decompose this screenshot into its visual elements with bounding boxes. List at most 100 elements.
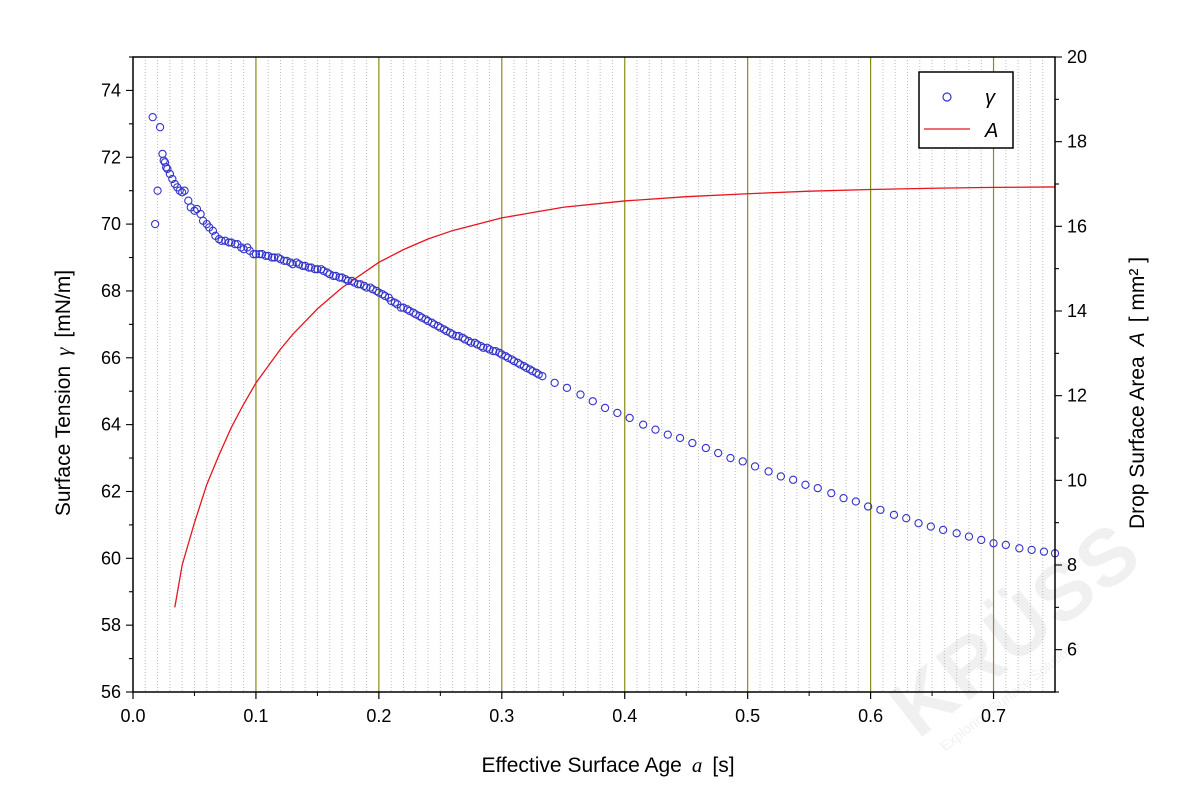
y-tick-label: 58 xyxy=(101,615,121,635)
gamma-point xyxy=(576,390,585,399)
y2-axis-title: Drop Surface Area A [ mm² ] xyxy=(1126,257,1149,529)
gamma-point xyxy=(341,275,350,284)
x-tick-labels: 0.0 0.1 0.2 0.3 0.4 0.5 0.6 0.7 xyxy=(120,706,1006,726)
gamma-point xyxy=(175,186,184,195)
gamma-point xyxy=(454,331,463,341)
gamma-point xyxy=(507,355,516,364)
gamma-point xyxy=(470,338,479,347)
gamma-point xyxy=(464,336,473,346)
gamma-point xyxy=(347,276,356,286)
x-tick-label: 0.2 xyxy=(366,706,391,726)
gamma-point xyxy=(452,331,461,341)
gamma-series xyxy=(148,113,1060,558)
gamma-point xyxy=(442,326,451,336)
gamma-point xyxy=(421,315,430,324)
gamma-point xyxy=(337,273,347,282)
gamma-point xyxy=(889,510,899,520)
gamma-point xyxy=(396,303,406,312)
gamma-point xyxy=(227,238,236,247)
gamma-point xyxy=(764,467,773,476)
y2-tick-labels: 6 8 10 12 14 16 18 20 xyxy=(1067,47,1087,660)
gamma-point xyxy=(356,280,365,289)
x-tick-label: 0.4 xyxy=(612,706,637,726)
gamma-point xyxy=(663,430,672,439)
gamma-point xyxy=(323,268,332,277)
gamma-point xyxy=(239,245,248,254)
gamma-point xyxy=(513,358,522,367)
gamma-point xyxy=(914,519,923,528)
gamma-point xyxy=(353,280,363,289)
gamma-point xyxy=(165,169,175,179)
gamma-point xyxy=(964,532,974,541)
y2-tick-label: 18 xyxy=(1067,132,1087,152)
x-tick-label: 0.7 xyxy=(981,706,1006,726)
gamma-point xyxy=(977,535,986,545)
gamma-point xyxy=(387,296,396,306)
gamma-point xyxy=(427,318,436,327)
gamma-point xyxy=(214,234,224,244)
gamma-point xyxy=(738,457,747,466)
gamma-point xyxy=(298,261,307,271)
gamma-point xyxy=(532,368,541,377)
y2-axis-symbol: A xyxy=(1126,332,1149,348)
gamma-point xyxy=(688,438,697,448)
y2-axis-unit: [ mm² ] xyxy=(1126,257,1149,322)
gamma-point xyxy=(329,271,338,281)
gamma-point xyxy=(362,283,371,292)
gamma-point xyxy=(150,219,160,229)
x-tick-label: 0.1 xyxy=(243,706,268,726)
gamma-point xyxy=(482,343,492,352)
gamma-point xyxy=(1001,540,1010,550)
gamma-point xyxy=(270,253,279,262)
x-axis-unit: [s] xyxy=(712,754,734,777)
gamma-point xyxy=(1015,544,1024,553)
gamma-point xyxy=(701,443,711,453)
legend-gamma-label: γ xyxy=(985,87,996,109)
gamma-point xyxy=(433,321,443,331)
gamma-point xyxy=(319,266,328,276)
y-axis-label: Surface Tension xyxy=(52,366,75,516)
gamma-point xyxy=(550,378,559,388)
y2-tick-label: 10 xyxy=(1067,470,1087,490)
gamma-point xyxy=(335,273,344,282)
gamma-point xyxy=(359,281,369,291)
gamma-point xyxy=(390,298,399,307)
legend-gamma-marker xyxy=(942,92,952,102)
gamma-point xyxy=(310,265,320,274)
gamma-point xyxy=(562,383,572,393)
gamma-point xyxy=(522,363,531,372)
x-axis-title: Effective Surface Age a [s] xyxy=(481,753,734,777)
gamma-point xyxy=(839,494,848,503)
gamma-point xyxy=(675,433,685,443)
gamma-point xyxy=(789,475,798,484)
y2-tick-label: 6 xyxy=(1067,640,1077,660)
y-tick-label: 74 xyxy=(101,80,121,100)
gamma-point xyxy=(261,251,270,261)
tick-marks xyxy=(126,56,1062,699)
y2-tick-label: 14 xyxy=(1067,301,1087,321)
x-axis-symbol: a xyxy=(692,753,703,777)
x-tick-label: 0.3 xyxy=(489,706,514,726)
y-tick-label: 70 xyxy=(101,214,121,234)
x-tick-label: 0.0 xyxy=(120,706,145,726)
gamma-point xyxy=(625,413,634,423)
gamma-point xyxy=(528,367,537,376)
gamma-point xyxy=(237,243,246,252)
gamma-point xyxy=(294,260,304,269)
gamma-point xyxy=(374,288,384,297)
gamma-point xyxy=(519,361,529,371)
gamma-point xyxy=(989,539,998,548)
gamma-point xyxy=(876,505,885,515)
gamma-point xyxy=(380,291,390,301)
gamma-point xyxy=(255,250,264,259)
y-tick-labels: 56 58 60 62 64 66 68 70 72 74 xyxy=(101,80,121,702)
gamma-point xyxy=(399,303,408,312)
y-axis-symbol: γ xyxy=(51,347,75,356)
gamma-point xyxy=(503,353,513,362)
x-axis-label: Effective Surface Age xyxy=(481,754,681,777)
gamma-point xyxy=(155,123,165,132)
gamma-point xyxy=(251,250,261,259)
gamma-point xyxy=(282,256,291,266)
gamma-point xyxy=(180,186,189,195)
gamma-point xyxy=(221,236,230,245)
